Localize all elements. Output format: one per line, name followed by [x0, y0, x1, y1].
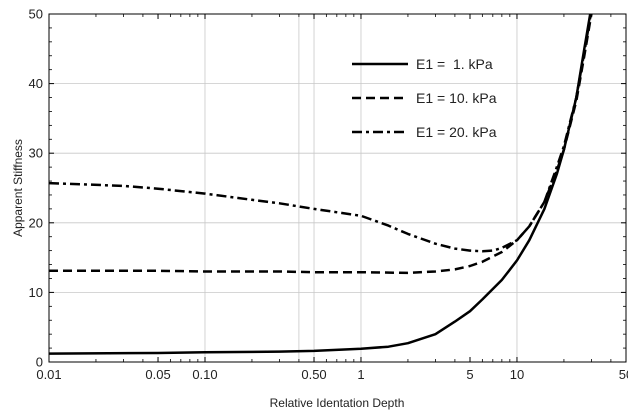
- x-tick-label: 5: [466, 367, 473, 382]
- y-tick-label: 10: [29, 285, 43, 300]
- series-line-3: [49, 14, 593, 253]
- x-tick-label: 0.50: [301, 367, 326, 382]
- y-tick-label: 20: [29, 215, 43, 230]
- x-tick-label: 1: [357, 367, 364, 382]
- series-line-1: [49, 14, 592, 355]
- x-tick-label: 50: [619, 367, 628, 382]
- axis-ticks: 0.01 0.05 0.10 0.50 1 5 10 50 0 10 20 30 40 50: [29, 7, 628, 383]
- y-tick-label: 50: [29, 7, 43, 22]
- x-axis-label: Relative Identation Depth: [270, 396, 405, 410]
- series-line-2: [49, 14, 593, 275]
- legend-label-1: E1 = 1. kPa: [416, 56, 493, 72]
- x-tick-label: 0.01: [36, 367, 61, 382]
- y-tick-label: 30: [29, 146, 43, 161]
- legend: E1 = 1. kPa E1 = 10. kPa E1 = 20. kPa: [352, 56, 497, 140]
- plot-frame: [48, 13, 627, 363]
- y-axis-label: Apparent Stiffness: [11, 139, 25, 237]
- x-tick-label: 10: [510, 367, 524, 382]
- x-tick-label: 0.10: [192, 367, 217, 382]
- series-group: [49, 14, 593, 355]
- legend-label-2: E1 = 10. kPa: [416, 90, 497, 106]
- legend-label-3: E1 = 20. kPa: [416, 124, 497, 140]
- x-tick-label: 0.05: [145, 367, 170, 382]
- y-tick-label: 40: [29, 76, 43, 91]
- y-tick-label: 0: [36, 355, 43, 370]
